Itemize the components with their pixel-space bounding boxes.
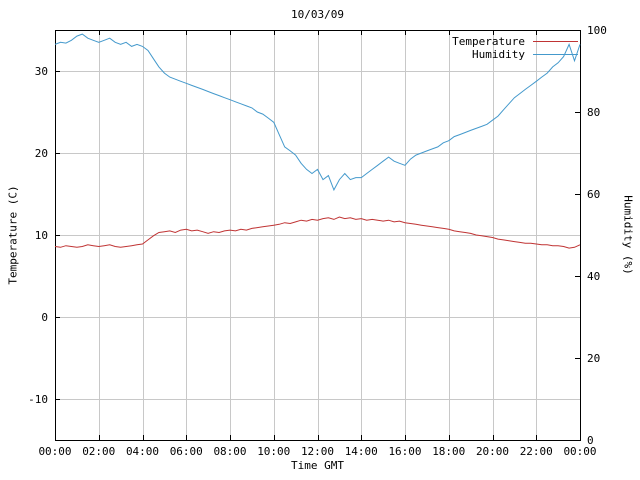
tick-marks [55,30,581,441]
y-tick-label: -10 [28,393,48,406]
y2-tick-label: 100 [587,24,607,37]
temperature-line [54,216,581,249]
grid-lines [55,30,580,440]
humidity-line [54,33,581,192]
y-axis-label: Temperature (C) [6,185,20,285]
legend-label-temperature: Temperature [452,35,525,48]
x-axis-label: Time GMT [291,459,344,472]
chart-title: 10/03/09 [291,8,344,21]
y2-tick-label: 60 [587,188,600,201]
tick-labels: 00:00 02:00 04:00 06:00 08:00 10:00 12:00 14:00… [28,24,607,458]
temperature-line-sample [533,41,578,42]
y-tick-label: 20 [35,147,48,160]
y-tick-label: 30 [35,65,48,78]
y-tick-label: 0 [41,311,48,324]
x-tick-label: 16:00 [388,445,421,458]
x-tick-label: 04:00 [126,445,159,458]
x-tick-label: 00:00 [563,445,596,458]
y2-tick-label: 80 [587,106,600,119]
legend-item-temperature: Temperature [452,35,578,48]
x-tick-label: 02:00 [82,445,115,458]
legend: Temperature Humidity [452,35,578,61]
y2-tick-label: 20 [587,352,600,365]
y2-axis-label: Humidity (%) [621,195,635,275]
x-tick-label: 06:00 [170,445,203,458]
x-tick-label: 10:00 [257,445,290,458]
x-tick-label: 14:00 [345,445,378,458]
x-tick-label: 12:00 [301,445,334,458]
x-tick-label: 08:00 [213,445,246,458]
y2-tick-label: 0 [587,434,594,447]
x-tick-label: 18:00 [432,445,465,458]
y2-tick-label: 40 [587,270,600,283]
x-tick-label: 00:00 [38,445,71,458]
humidity-line-sample [533,54,578,55]
legend-item-humidity: Humidity [452,48,578,61]
x-tick-label: 22:00 [520,445,553,458]
y-tick-label: 10 [35,229,48,242]
legend-label-humidity: Humidity [472,48,525,61]
x-tick-label: 20:00 [476,445,509,458]
